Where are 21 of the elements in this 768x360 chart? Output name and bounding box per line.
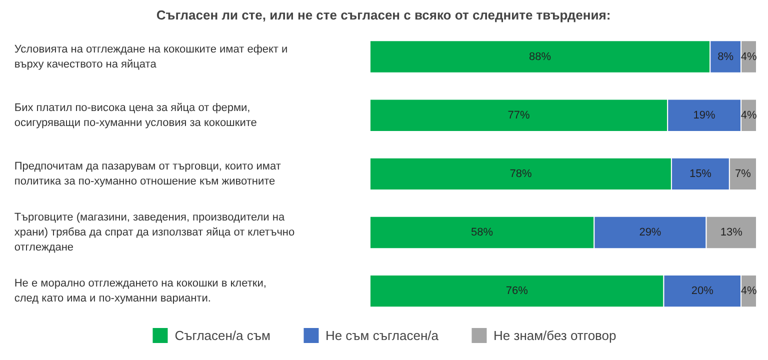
data-label: 88% bbox=[529, 50, 552, 63]
data-label: 15% bbox=[689, 168, 712, 180]
data-label: 78% bbox=[510, 168, 532, 180]
legend-label: Съгласен/а съм bbox=[174, 328, 270, 342]
data-label: 13% bbox=[720, 226, 743, 238]
y-tick-label: Не е морално отглеждането на кокошки в клетки, след като има и по-хуманни варианти. bbox=[14, 278, 266, 305]
data-label: 77% bbox=[508, 109, 530, 122]
data-label: 7% bbox=[735, 168, 752, 180]
legend-label: Не съм съгласен/а bbox=[325, 328, 438, 342]
legend-label: Не знам/без отговор bbox=[494, 328, 616, 342]
chart-title: Съгласен ли сте, или не сте съгласен с всяко от следните твърдения: bbox=[156, 8, 611, 22]
data-label: 29% bbox=[639, 226, 662, 238]
data-label: 19% bbox=[693, 109, 716, 122]
data-label: 8% bbox=[718, 50, 734, 63]
data-label: 76% bbox=[506, 285, 528, 298]
y-tick-label: Условията на отглеждане на кокошките имат ефект и върху качеството на яйцата bbox=[14, 43, 288, 70]
data-label: 20% bbox=[691, 285, 714, 298]
data-label: 58% bbox=[471, 226, 494, 238]
y-tick-label: Предпочитам да пазарувам от търговци, които имат политика за по-хуманно отношение към животните bbox=[14, 160, 281, 188]
y-tick-label: Търговците (магазини, заведения, производители на храни) трябва да спрат да използват яйца от клетъчно отглеждане bbox=[14, 212, 295, 254]
y-tick-label: Бих платил по-висока цена за яйца от ферми, осигуряващи по-хуманни условия за кокошките bbox=[14, 102, 257, 129]
